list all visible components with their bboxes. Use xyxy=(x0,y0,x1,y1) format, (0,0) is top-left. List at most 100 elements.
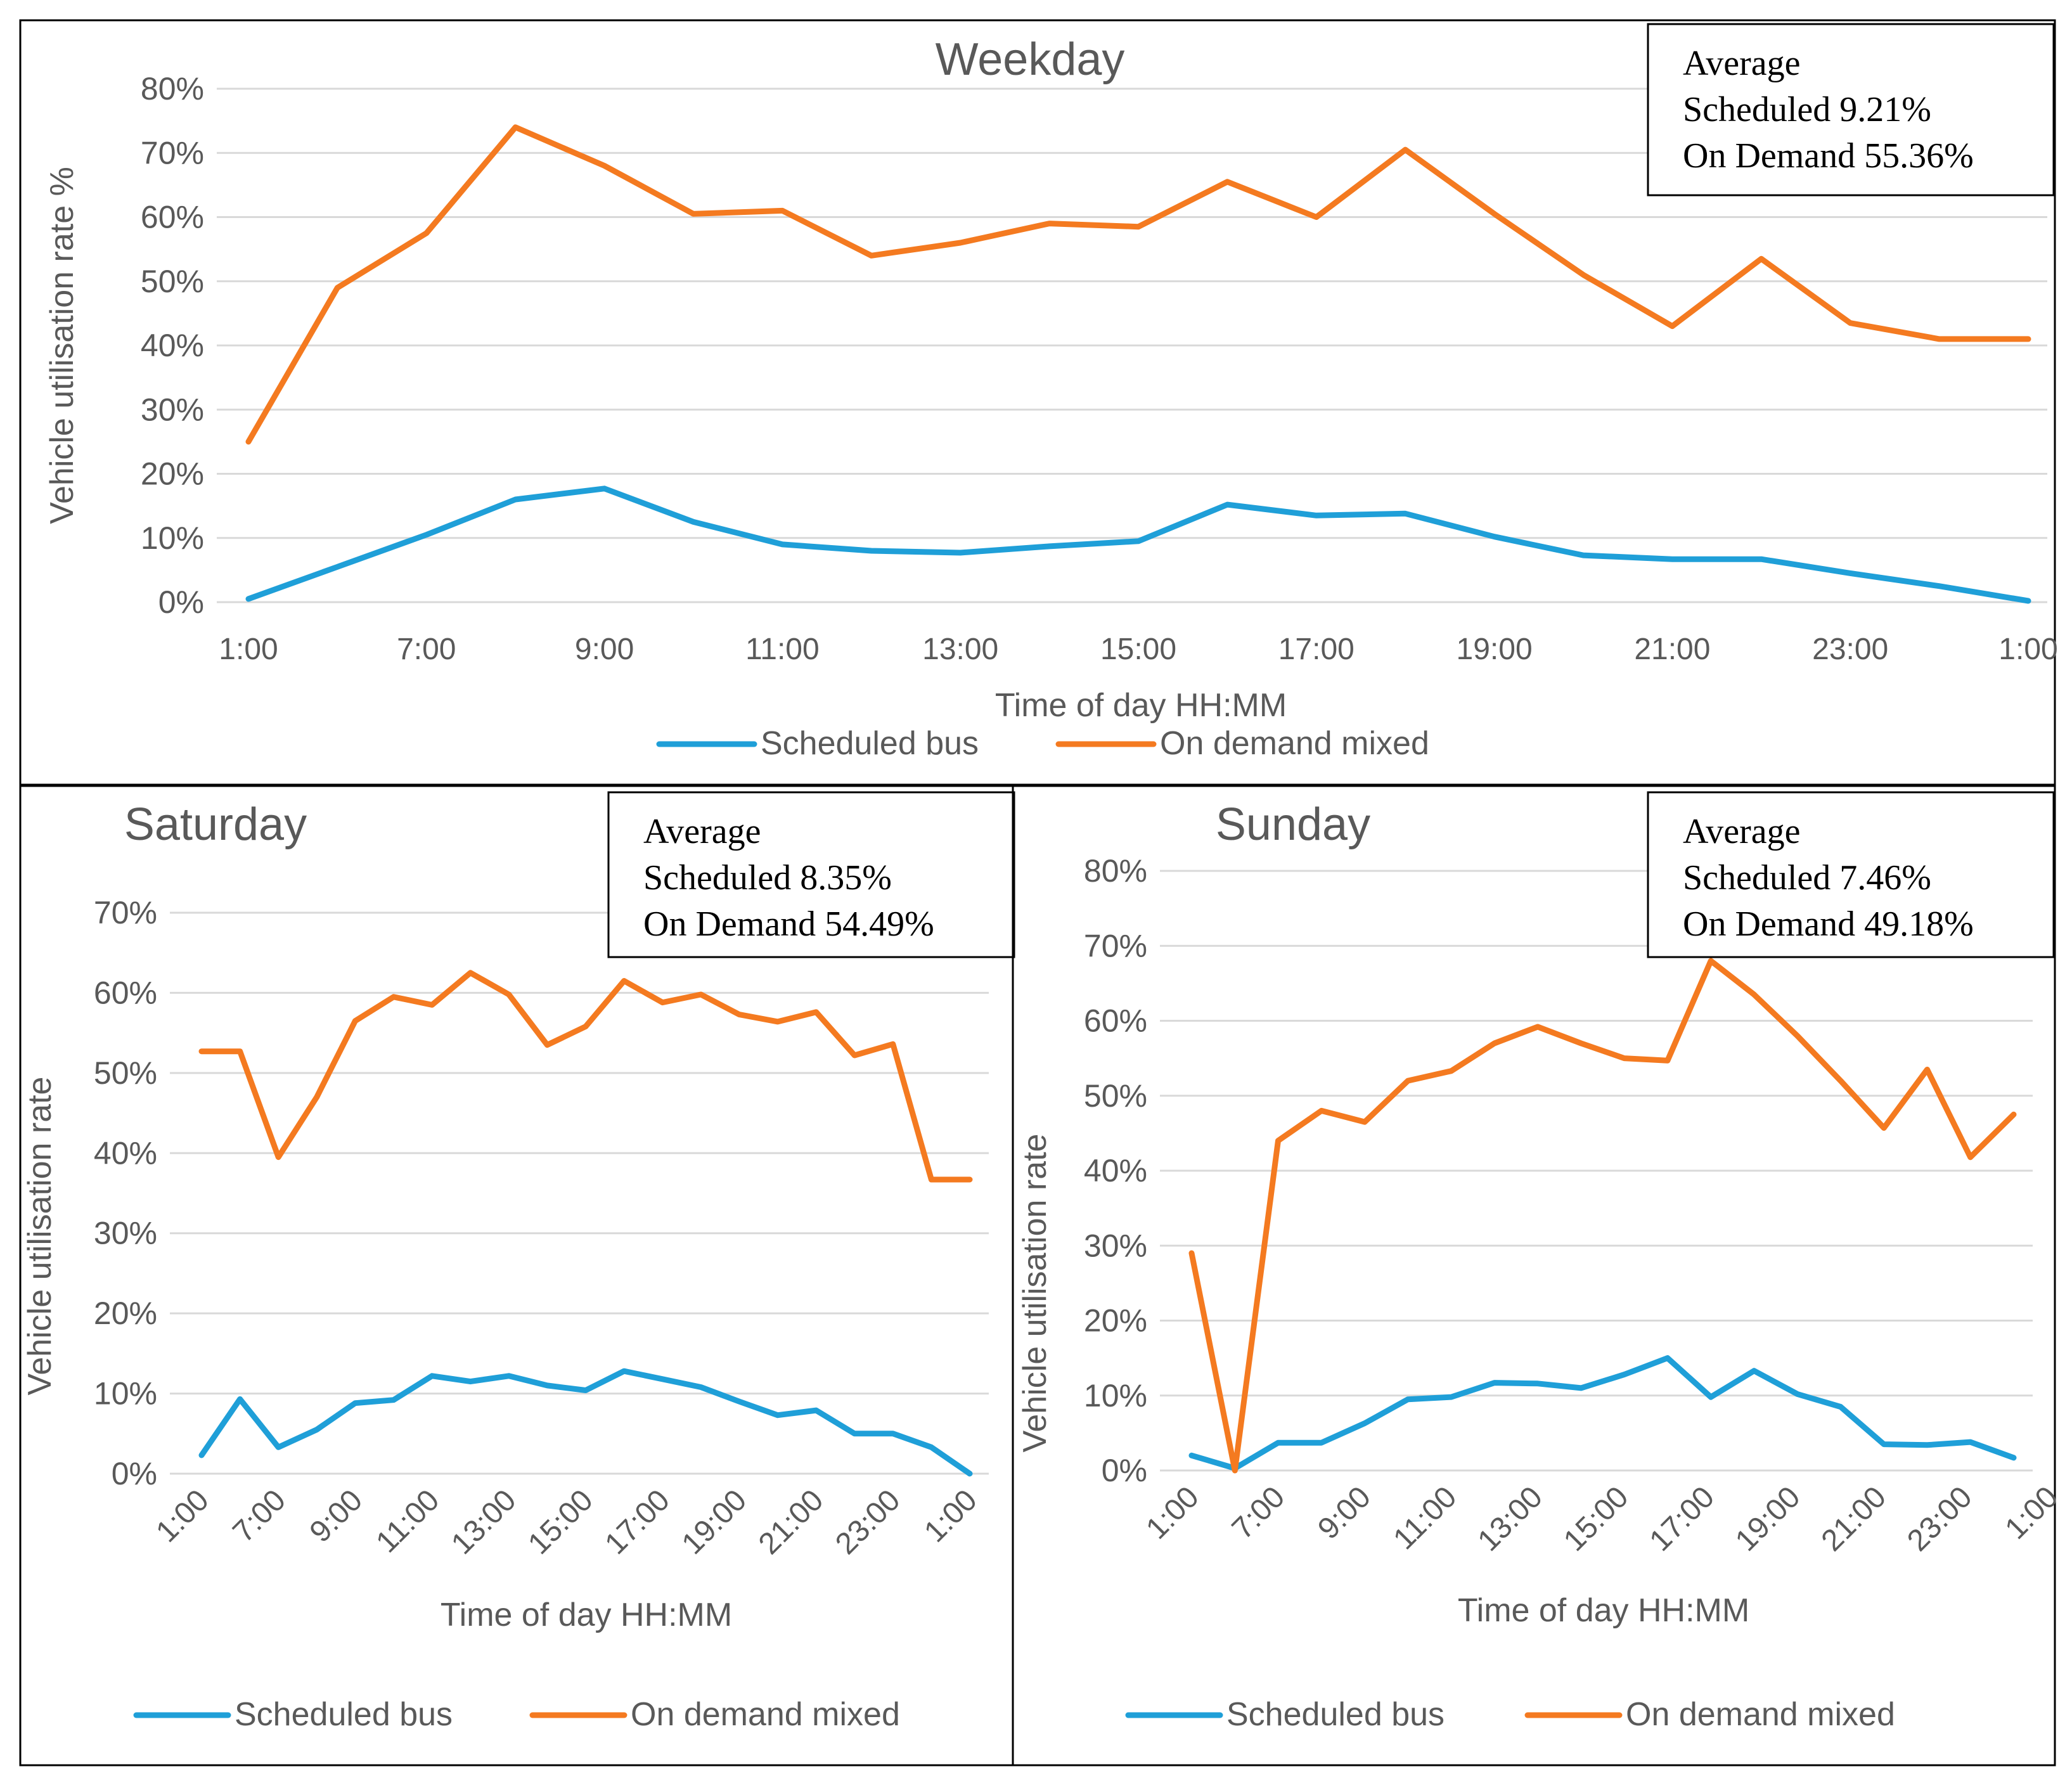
data-point xyxy=(1583,274,1584,276)
data-point xyxy=(393,1399,394,1401)
data-point xyxy=(623,1370,625,1372)
data-point xyxy=(1277,1140,1279,1142)
data-point xyxy=(546,1044,548,1046)
y-tick-label: 30% xyxy=(94,1216,157,1251)
data-point xyxy=(1883,1443,1885,1445)
data-point xyxy=(1671,325,1673,327)
data-point xyxy=(1537,1026,1539,1027)
data-point xyxy=(2028,338,2029,340)
data-point xyxy=(470,1380,472,1382)
x-tick-label: 19:00 xyxy=(1457,633,1533,666)
y-tick-label: 60% xyxy=(94,975,157,1010)
data-point xyxy=(2013,1457,2014,1458)
x-tick-label: 23:00 xyxy=(1901,1480,1978,1557)
data-point xyxy=(1926,1444,1928,1446)
average-heading: Average xyxy=(1683,44,1801,83)
x-tick-label: 7:00 xyxy=(226,1483,292,1549)
data-point xyxy=(969,1473,970,1474)
x-tick-label: 11:00 xyxy=(370,1483,446,1559)
data-point xyxy=(1753,994,1755,996)
series-line-on-demand-mixed xyxy=(198,970,973,1183)
y-tick-label: 10% xyxy=(141,520,204,556)
y-tick-label: 0% xyxy=(1102,1453,1147,1488)
data-point xyxy=(1407,1080,1409,1082)
y-tick-label: 20% xyxy=(1084,1303,1147,1339)
average-scheduled: Scheduled 9.21% xyxy=(1683,90,1931,129)
data-point xyxy=(870,255,872,257)
data-point xyxy=(1710,1396,1712,1398)
data-point xyxy=(546,1384,548,1386)
y-tick-label: 40% xyxy=(94,1135,157,1171)
data-point xyxy=(239,1050,241,1052)
average-scheduled: Scheduled 8.35% xyxy=(643,858,892,898)
x-tick-label: 1:00 xyxy=(150,1483,216,1549)
data-point xyxy=(470,972,472,974)
chart-title: Weekday xyxy=(936,34,1125,85)
average-heading: Average xyxy=(1683,812,1801,851)
y-tick-label: 50% xyxy=(1084,1078,1147,1114)
data-point xyxy=(1493,1042,1495,1044)
x-axis-title: Time of day HH:MM xyxy=(1458,1592,1749,1629)
data-point xyxy=(930,1446,932,1448)
x-tick-label: 23:00 xyxy=(1812,633,1888,666)
data-point xyxy=(1191,1455,1192,1457)
data-point xyxy=(2013,1114,2014,1116)
x-tick-label: 7:00 xyxy=(1226,1480,1292,1546)
data-point xyxy=(1938,338,1940,340)
chart-title: Sunday xyxy=(1216,799,1370,850)
data-point xyxy=(354,1020,356,1022)
data-point xyxy=(316,1096,318,1098)
average-on-demand: On Demand 55.36% xyxy=(1683,136,1974,176)
x-tick-label: 21:00 xyxy=(752,1483,830,1560)
data-point xyxy=(354,1402,356,1404)
data-point xyxy=(239,1398,241,1400)
x-tick-label: 9:00 xyxy=(304,1483,370,1549)
data-point xyxy=(248,441,249,442)
data-point xyxy=(1493,1382,1495,1384)
data-point xyxy=(1926,1069,1928,1071)
data-point xyxy=(278,1446,280,1448)
data-point xyxy=(1938,585,1940,587)
data-point xyxy=(1760,258,1762,260)
data-point xyxy=(815,1011,817,1013)
series-line-on-demand-mixed xyxy=(1188,958,2017,1474)
data-point xyxy=(1666,1357,1668,1359)
data-point xyxy=(1048,222,1050,224)
data-point xyxy=(960,552,962,554)
average-scheduled: Scheduled 7.46% xyxy=(1683,858,1931,898)
data-point xyxy=(892,1432,894,1434)
data-point xyxy=(337,566,338,568)
data-point xyxy=(969,1179,970,1181)
data-point xyxy=(431,1004,433,1006)
series-line-scheduled-bus xyxy=(1188,1355,2017,1471)
data-point xyxy=(1138,540,1139,542)
x-tick-label: 9:00 xyxy=(1311,1480,1377,1546)
data-point xyxy=(782,543,783,545)
y-tick-label: 20% xyxy=(94,1296,157,1331)
data-point xyxy=(1760,558,1762,560)
data-point xyxy=(1969,1441,1971,1443)
x-axis-title: Time of day HH:MM xyxy=(441,1597,732,1633)
average-on-demand: On Demand 49.18% xyxy=(1683,904,1974,944)
y-tick-label: 0% xyxy=(112,1456,157,1491)
data-point xyxy=(1839,1406,1841,1408)
data-point xyxy=(1450,1070,1452,1072)
y-tick-label: 50% xyxy=(141,264,204,299)
data-point xyxy=(854,1432,856,1434)
data-point xyxy=(1315,515,1317,517)
data-point xyxy=(1277,1442,1279,1444)
data-point xyxy=(1226,181,1228,183)
panel-border xyxy=(1012,785,2056,1766)
data-point xyxy=(1580,1042,1582,1044)
data-point xyxy=(930,1179,932,1181)
data-point xyxy=(201,1454,202,1456)
data-point xyxy=(700,993,702,995)
data-point xyxy=(1315,216,1317,218)
y-tick-label: 40% xyxy=(1084,1153,1147,1188)
data-point xyxy=(425,534,427,536)
y-tick-label: 30% xyxy=(1084,1228,1147,1263)
chart-sunday: 0% 10% 20% 30% 40% 50% 60% 70% 80% 1:00 7:00 9:00 11… xyxy=(1012,785,2064,1766)
x-tick-label: 15:00 xyxy=(1557,1480,1635,1557)
data-point xyxy=(1710,960,1712,962)
